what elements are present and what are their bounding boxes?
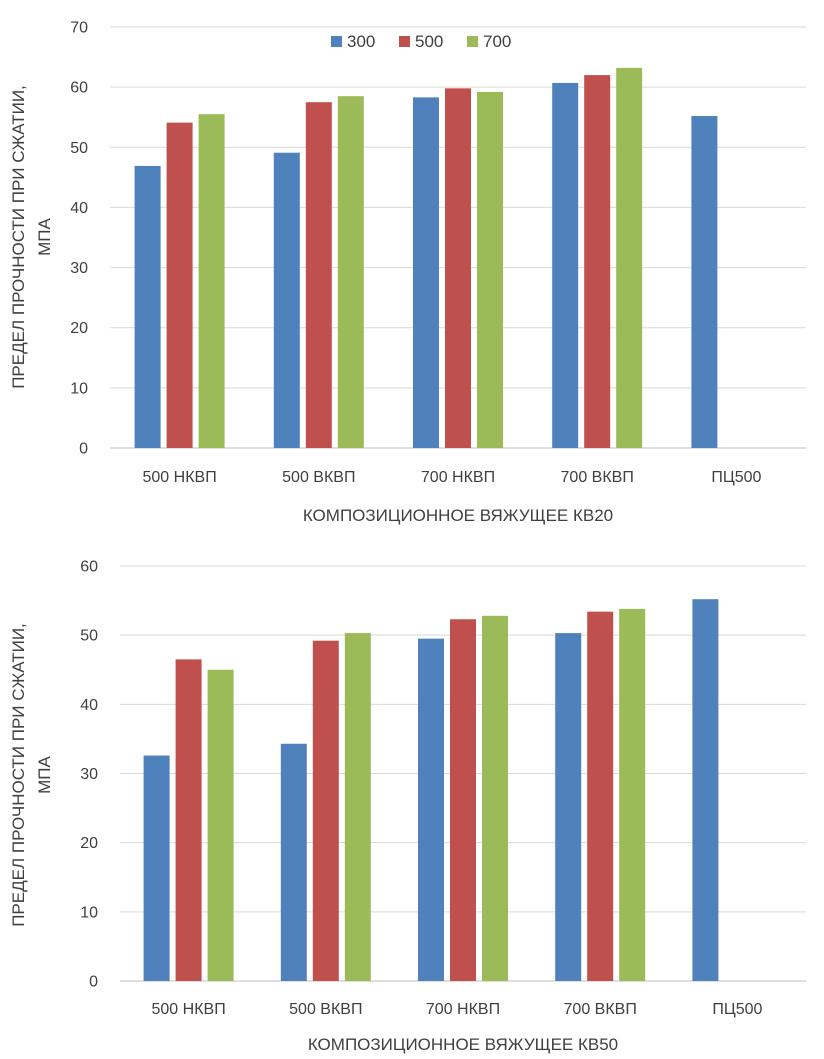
- y-tick-label: 60: [70, 80, 88, 97]
- y-tick-label: 60: [80, 559, 98, 576]
- y-tick-label: 50: [80, 628, 98, 645]
- bar-300-2: [273, 152, 300, 448]
- bar-700-2: [337, 96, 364, 449]
- y-tick-label: 20: [70, 320, 88, 337]
- y-tick-label: 10: [70, 380, 88, 397]
- legend-swatch-300: [331, 36, 342, 47]
- bar-500-1: [166, 122, 193, 449]
- y-tick-label: 40: [70, 200, 88, 217]
- bar-700-4: [616, 67, 643, 448]
- y-tick-label: 20: [80, 835, 98, 852]
- legend-swatch-700: [467, 36, 478, 47]
- x-tick-label: 700 НКВП: [421, 469, 495, 486]
- bar-300-3: [413, 97, 439, 449]
- y-axis-title-line-2: МПА: [35, 755, 54, 793]
- bar-500-4: [587, 611, 614, 981]
- bar-300-1: [134, 165, 161, 448]
- bar-500-3: [445, 88, 471, 449]
- bar-300-4: [555, 633, 582, 981]
- bar-700-2: [344, 633, 371, 981]
- x-tick-label: ПЦ500: [711, 469, 761, 486]
- bar-700-3: [482, 615, 508, 981]
- bar-300-5: [691, 116, 718, 449]
- x-axis-title: КОМПОЗИЦИОННОЕ ВЯЖУЩЕЕ КВ50: [308, 1035, 618, 1054]
- legend-label-500: 500: [415, 32, 443, 51]
- chart-2: 0 10 20 30 40 50 60 500 НКВП 500 ВКВП 700 НКВП 700…: [9, 559, 806, 1054]
- x-tick-label: 500 НКВП: [152, 1001, 226, 1018]
- legend-swatch-500: [399, 36, 410, 47]
- x-tick-label: 500 ВКВП: [282, 469, 355, 486]
- bar-500-4: [584, 75, 611, 448]
- bar-500-3: [450, 619, 476, 981]
- y-tick-label: 70: [70, 20, 88, 37]
- y-axis-title-line-1: ПРЕДЕЛ ПРОЧНОСТИ ПРИ СЖАТИИ,: [9, 623, 28, 927]
- bar-700-1: [207, 669, 234, 981]
- legend: 300 500 700: [331, 32, 511, 51]
- bar-700-1: [198, 114, 225, 448]
- bar-700-3: [477, 91, 503, 448]
- chart-1: 0 10 20 30 40 50 60 70 500 НКВП 500 ВКВП 700 НКВП 7…: [9, 20, 806, 525]
- legend-label-700: 700: [483, 32, 511, 51]
- bar-300-3: [418, 638, 444, 981]
- bar-500-1: [175, 659, 202, 981]
- bar-500-2: [312, 640, 339, 981]
- bar-300-4: [552, 82, 579, 448]
- y-tick-label: 50: [70, 140, 88, 157]
- y-tick-label: 0: [89, 974, 98, 991]
- x-tick-label: 700 НКВП: [426, 1001, 500, 1018]
- y-tick-label: 40: [80, 697, 98, 714]
- bar-500-2: [305, 102, 332, 448]
- x-tick-label: 700 ВКВП: [564, 1001, 637, 1018]
- bar-300-5: [692, 599, 719, 981]
- x-tick-label: ПЦ500: [712, 1001, 762, 1018]
- bar-700-4: [619, 608, 646, 981]
- y-axis-title-line-1: ПРЕДЕЛ ПРОЧНОСТИ ПРИ СЖАТИИ,: [9, 85, 28, 389]
- x-axis-title: КОМПОЗИЦИОННОЕ ВЯЖУЩЕЕ КВ20: [303, 506, 613, 525]
- x-tick-label: 700 ВКВП: [561, 469, 634, 486]
- y-tick-label: 10: [80, 904, 98, 921]
- legend-label-300: 300: [347, 32, 375, 51]
- bar-300-1: [143, 755, 170, 981]
- bar-300-2: [280, 743, 307, 981]
- x-tick-label: 500 ВКВП: [289, 1001, 362, 1018]
- x-tick-label: 500 НКВП: [143, 469, 217, 486]
- y-tick-label: 30: [70, 260, 88, 277]
- y-tick-label: 0: [79, 441, 88, 458]
- y-tick-label: 30: [80, 766, 98, 783]
- y-axis-title-line-2: МПА: [35, 217, 54, 255]
